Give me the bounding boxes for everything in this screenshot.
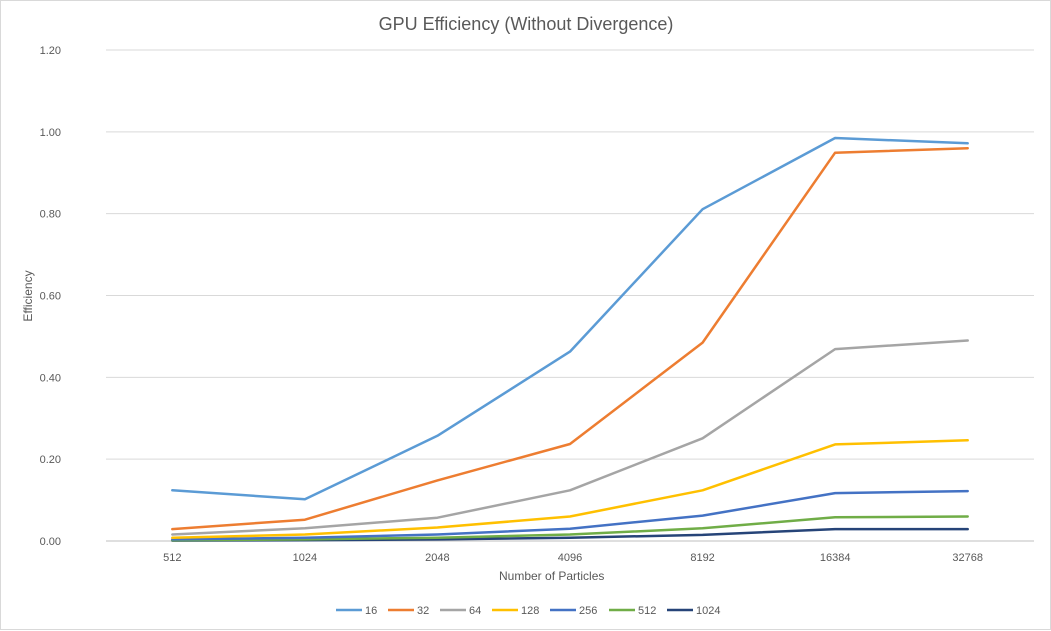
legend-item-128: 128: [492, 605, 539, 617]
x-tick-label: 1024: [293, 552, 317, 564]
y-tick-label: 0.00: [40, 536, 61, 548]
series-line-32: [171, 146, 969, 531]
legend-label: 256: [579, 605, 597, 617]
x-tick-label: 16384: [820, 552, 851, 564]
legend-item-64: 64: [440, 605, 481, 617]
series-lines: [171, 136, 969, 542]
series-line-256: [171, 489, 969, 541]
x-tick-label: 512: [163, 552, 181, 564]
y-axis-title: Efficiency: [21, 270, 35, 321]
y-tick-label: 0.20: [40, 454, 61, 466]
x-tick-label: 4096: [558, 552, 582, 564]
legend-label: 512: [638, 605, 656, 617]
chart-title: GPU Efficiency (Without Divergence): [379, 14, 674, 34]
series-line-64: [171, 339, 969, 536]
legend-label: 128: [521, 605, 539, 617]
y-tick-label: 0.60: [40, 291, 61, 303]
legend: 16 32 64 128 256 512 1024: [336, 605, 720, 617]
gridlines: [106, 49, 1034, 542]
x-tick-label: 32768: [952, 552, 983, 564]
legend-label: 1024: [696, 605, 720, 617]
legend-item-32: 32: [388, 605, 429, 617]
legend-label: 16: [365, 605, 377, 617]
series-line-512: [171, 515, 969, 542]
legend-item-1024: 1024: [667, 605, 720, 617]
legend-item-512: 512: [609, 605, 656, 617]
y-tick-label: 0.40: [40, 372, 61, 384]
series-line-128: [171, 439, 969, 539]
series-line-16: [171, 136, 969, 501]
y-tick-label: 1.20: [40, 45, 61, 57]
x-axis-title: Number of Particles: [499, 569, 604, 583]
y-tick-label: 0.80: [40, 209, 61, 221]
x-axis-tick-labels: 512 1024 2048 4096 8192 16384 32768: [163, 552, 983, 564]
y-axis-tick-labels: 0.00 0.20 0.40 0.60 0.80 1.00 1.20: [40, 45, 61, 548]
y-tick-label: 1.00: [40, 127, 61, 139]
legend-label: 32: [417, 605, 429, 617]
legend-item-16: 16: [336, 605, 377, 617]
x-tick-label: 2048: [425, 552, 449, 564]
legend-label: 64: [469, 605, 481, 617]
legend-item-256: 256: [550, 605, 597, 617]
x-tick-label: 8192: [690, 552, 714, 564]
